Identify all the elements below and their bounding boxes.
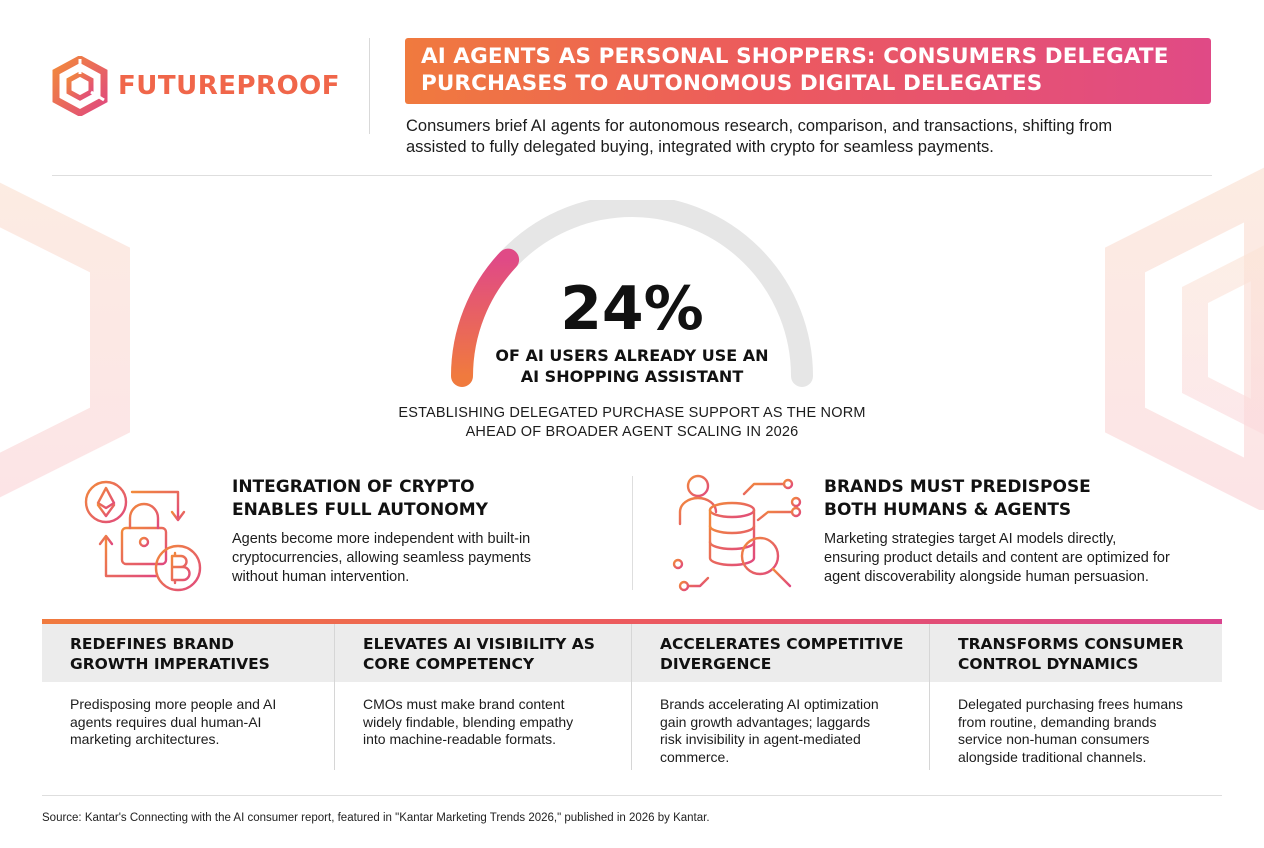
columns-accent-bar: [42, 619, 1222, 624]
column-body-line: marketing architectures.: [70, 731, 220, 747]
feature-body: Agents become more independent with buil…: [232, 530, 612, 587]
section-divider: [52, 175, 1212, 176]
column-title-line-1: ACCELERATES COMPETITIVE: [660, 635, 904, 653]
column-header: TRANSFORMS CONSUMER CONTROL DYNAMICS: [930, 624, 1222, 682]
column-body: Brands accelerating AI optimization gain…: [632, 682, 929, 766]
column-title-line-2: CORE COMPETENCY: [363, 655, 535, 673]
feature-body-line-3: agent discoverability alongside human pe…: [824, 569, 1149, 585]
page-title-line-1: AI AGENTS AS PERSONAL SHOPPERS: CONSUMER…: [421, 44, 1169, 69]
column-body: Predisposing more people and AI agents r…: [42, 682, 334, 749]
column-separator: [631, 624, 632, 770]
column-ai-visibility: ELEVATES AI VISIBILITY AS CORE COMPETENC…: [335, 624, 631, 770]
feature-divider: [632, 476, 633, 590]
background-hexagon-right: [1105, 167, 1264, 510]
stat-note-line-2: AHEAD OF BROADER AGENT SCALING IN 2026: [465, 424, 799, 440]
brand-name: FUTUREPROOF: [118, 71, 341, 101]
column-title-line-2: GROWTH IMPERATIVES: [70, 655, 270, 673]
source-citation: Source: Kantar's Connecting with the AI …: [42, 812, 710, 824]
usage-gauge: [451, 200, 813, 387]
hexagon-logo-icon: [52, 56, 108, 116]
stat-label: OF AI USERS ALREADY USE AN AI SHOPPING A…: [452, 345, 812, 387]
column-body-line: risk invisibility in agent-mediated: [660, 731, 861, 747]
stat-label-line-2: AI SHOPPING ASSISTANT: [520, 367, 744, 386]
column-body-line: service non-human consumers: [958, 731, 1150, 747]
header-divider: [369, 38, 370, 134]
column-title-line-1: REDEFINES BRAND: [70, 635, 235, 653]
feature-title-line-1: BRANDS MUST PREDISPOSE: [824, 477, 1091, 497]
column-body-line: commerce.: [660, 748, 730, 765]
column-consumer-control: TRANSFORMS CONSUMER CONTROL DYNAMICS Del…: [930, 624, 1222, 770]
feature-body-line-3: without human intervention.: [232, 569, 410, 585]
column-title-line-1: TRANSFORMS CONSUMER: [958, 635, 1184, 653]
stat-percentage: 24%: [560, 274, 704, 344]
feature-brands: BRANDS MUST PREDISPOSE BOTH HUMANS & AGE…: [824, 476, 1224, 587]
column-separator: [929, 624, 930, 770]
feature-title-line-2: ENABLES FULL AUTONOMY: [232, 500, 488, 520]
column-body-line: gain growth advantages; laggards: [660, 713, 871, 730]
column-header: REDEFINES BRAND GROWTH IMPERATIVES: [42, 624, 334, 682]
column-body: Delegated purchasing frees humans from r…: [930, 682, 1222, 766]
background-hexagon-left: [0, 182, 130, 498]
column-body: CMOs must make brand content widely find…: [335, 682, 631, 749]
subtitle-line-1: Consumers brief AI agents for autonomous…: [406, 117, 1113, 135]
human-agent-database-icon: [672, 474, 802, 592]
stat-label-line-1: OF AI USERS ALREADY USE AN: [495, 346, 769, 365]
column-body-line: Brands accelerating AI optimization: [660, 696, 879, 712]
column-body-line: agents requires dual human-AI: [70, 713, 262, 730]
page-title-line-2: PURCHASES TO AUTONOMOUS DIGITAL DELEGATE…: [421, 71, 1043, 96]
column-separator: [334, 624, 335, 770]
subtitle-line-2: assisted to fully delegated buying, inte…: [406, 138, 994, 156]
column-brand-growth: REDEFINES BRAND GROWTH IMPERATIVES Predi…: [42, 624, 334, 770]
feature-body-line-1: Marketing strategies target AI models di…: [824, 531, 1117, 547]
crypto-lock-icon: [84, 480, 202, 592]
feature-crypto: INTEGRATION OF CRYPTO ENABLES FULL AUTON…: [232, 476, 612, 587]
feature-body-line-1: Agents become more independent with buil…: [232, 531, 531, 547]
column-header: ELEVATES AI VISIBILITY AS CORE COMPETENC…: [335, 624, 631, 682]
column-body-line: alongside traditional channels.: [958, 748, 1147, 765]
footer-divider: [42, 795, 1222, 796]
title-banner: AI AGENTS AS PERSONAL SHOPPERS: CONSUMER…: [405, 38, 1211, 104]
column-body-line: CMOs must make brand content: [363, 696, 565, 712]
feature-title-line-1: INTEGRATION OF CRYPTO: [232, 477, 475, 497]
column-body-line: Delegated purchasing frees humans: [958, 696, 1183, 712]
brand-logo: FUTUREPROOF: [52, 56, 340, 116]
column-body-line: into machine-readable formats.: [363, 731, 556, 747]
stat-note-line-1: ESTABLISHING DELEGATED PURCHASE SUPPORT …: [398, 405, 866, 421]
column-header: ACCELERATES COMPETITIVE DIVERGENCE: [632, 624, 929, 682]
feature-body-line-2: ensuring product details and content are…: [824, 550, 1170, 566]
column-body-line: Predisposing more people and AI: [70, 696, 277, 712]
column-competitive-divergence: ACCELERATES COMPETITIVE DIVERGENCE Brand…: [632, 624, 929, 770]
feature-body-line-2: cryptocurrencies, allowing seamless paym…: [232, 550, 531, 566]
page-subtitle: Consumers brief AI agents for autonomous…: [406, 116, 1196, 158]
column-title-line-2: CONTROL DYNAMICS: [958, 655, 1139, 673]
gauge-fill: [451, 248, 520, 387]
column-title-line-1: ELEVATES AI VISIBILITY AS: [363, 635, 595, 653]
stat-note: ESTABLISHING DELEGATED PURCHASE SUPPORT …: [352, 404, 912, 442]
column-title-line-2: DIVERGENCE: [660, 655, 772, 673]
column-body-line: from routine, demanding brands: [958, 713, 1157, 730]
feature-title-line-2: BOTH HUMANS & AGENTS: [824, 500, 1072, 520]
column-body-line: widely findable, blending empathy: [363, 713, 574, 730]
feature-body: Marketing strategies target AI models di…: [824, 530, 1224, 587]
